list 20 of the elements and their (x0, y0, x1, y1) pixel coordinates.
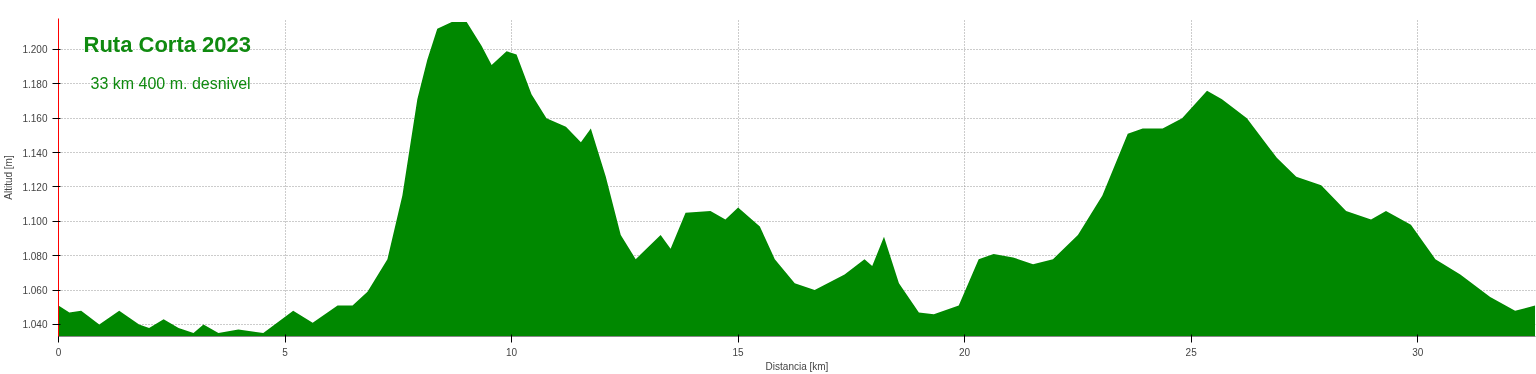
y-tick-label: 1.060 (22, 285, 48, 297)
y-tick-label: 1.160 (22, 113, 48, 125)
y-axis-title: Altitud [m] (3, 155, 15, 200)
x-tick-label: 15 (732, 346, 745, 358)
x-tick-label: 30 (1412, 346, 1424, 358)
text: 33 km 400 m. desnivel (90, 74, 251, 92)
y-tick-label: 1.080 (22, 250, 48, 262)
y-tick-label: 1.120 (22, 181, 48, 193)
y-tick-label: 1.100 (22, 216, 48, 228)
y-tick-label: 1.040 (22, 319, 48, 331)
x-tick-label: 25 (1185, 346, 1198, 358)
x-tick-label: 5 (282, 346, 289, 358)
x-axis-title: Distancia [km] (765, 360, 829, 372)
y-tick-label: 1.180 (22, 78, 48, 90)
text: Ruta Corta 2023 (83, 31, 252, 57)
y-tick-label: 1.200 (22, 44, 48, 56)
x-tick-label: 10 (506, 346, 518, 358)
x-tick-label: 0 (55, 346, 62, 358)
y-tick-label: 1.140 (22, 147, 48, 159)
x-tick-label: 20 (959, 346, 971, 358)
